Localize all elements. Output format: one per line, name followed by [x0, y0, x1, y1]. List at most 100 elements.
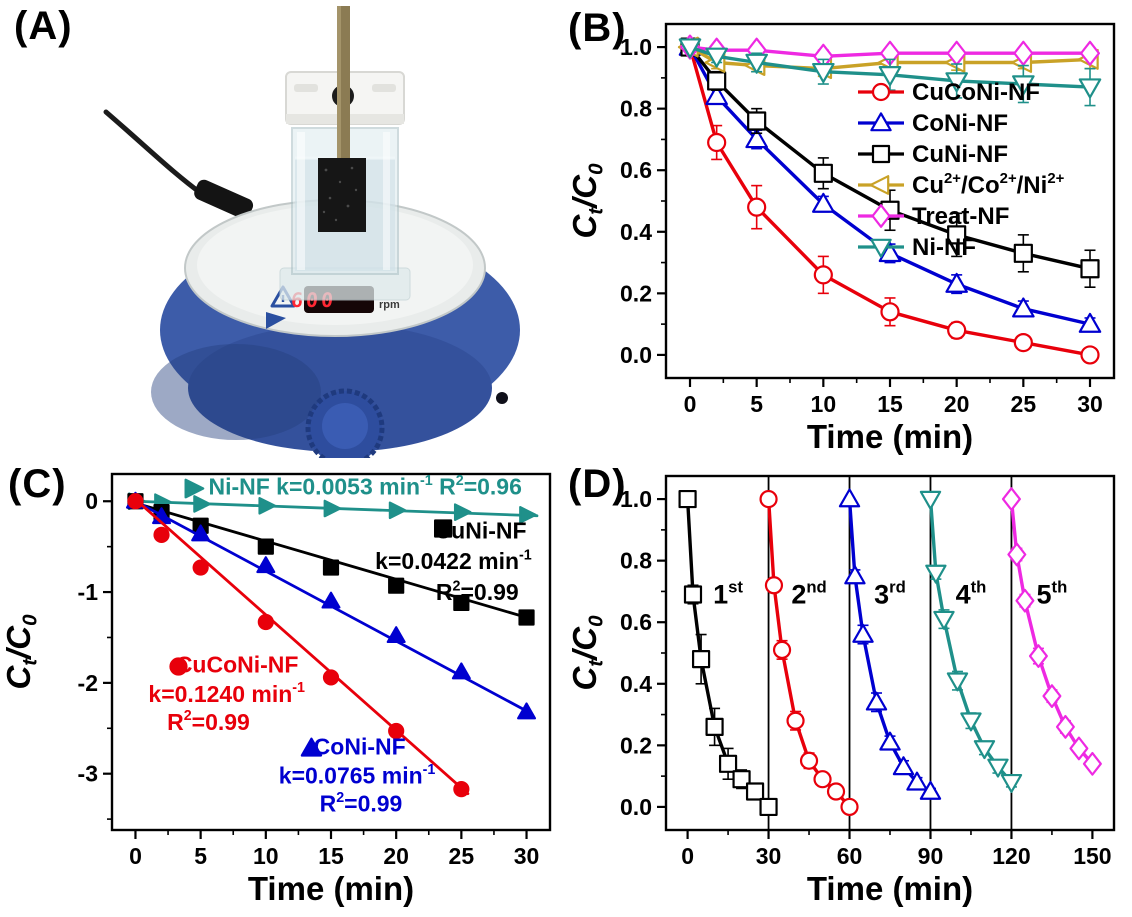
panel-c: (C) 0 5 10 15 20 25 30 0 -1 -2 -3 Time (min) Ct/C0 Ni… [0, 458, 566, 917]
apparatus-photo: 600 rpm [103, 6, 520, 458]
svg-text:30: 30 [1077, 391, 1103, 417]
svg-text:90: 90 [918, 843, 944, 869]
axes: 0 30 60 90 120 150 0.0 0.2 0.4 0.6 0.8 1.0 [620, 474, 1116, 869]
svg-text:CoNi-NF: CoNi-NF [314, 733, 406, 759]
cycle-label-1st: 1st [713, 577, 743, 609]
svg-text:0.2: 0.2 [620, 732, 652, 758]
svg-text:0: 0 [684, 391, 697, 417]
svg-text:1.0: 1.0 [620, 34, 652, 60]
svg-text:-3: -3 [78, 761, 98, 787]
svg-text:Time (min): Time (min) [807, 418, 973, 455]
svg-text:20: 20 [944, 391, 970, 417]
svg-text:0: 0 [129, 843, 142, 869]
svg-text:25: 25 [1011, 391, 1037, 417]
svg-text:20: 20 [383, 843, 409, 869]
svg-text:0.8: 0.8 [620, 548, 652, 574]
svg-text:25: 25 [449, 843, 475, 869]
svg-text:5: 5 [194, 843, 207, 869]
series-3rd [838, 488, 942, 800]
y-axis-title: Ct/C0 [566, 163, 608, 239]
panel-b: (B) 0 5 10 15 20 25 30 0.0 0.2 0.4 0.6 0.8 1.0 Time (… [566, 0, 1132, 458]
svg-text:15: 15 [877, 391, 903, 417]
panel-a: (A) 600 rpm [0, 0, 566, 458]
series-CuCoNi-NF [127, 493, 470, 798]
series-Ni-NF [678, 38, 1102, 107]
cycle-label-3rd: 3rd [874, 577, 906, 609]
y-axis-title: Ct/C0 [0, 614, 42, 690]
glass-highlight-right [383, 132, 390, 270]
svg-text:CoNi-NF: CoNi-NF [912, 110, 1008, 137]
cable-connector [194, 179, 254, 219]
power-port [496, 392, 508, 404]
panel-b-label: (B) [568, 6, 627, 50]
cycle-label-2nd: 2nd [791, 577, 826, 609]
svg-text:0: 0 [85, 488, 98, 514]
svg-text:-1: -1 [78, 579, 99, 605]
cycle-separators [767, 476, 1013, 830]
svg-text:Ni-NF: Ni-NF [912, 234, 976, 261]
svg-text:0.8: 0.8 [620, 96, 652, 122]
glass-highlight-left [297, 132, 305, 270]
chart-c-canvas: 0 5 10 15 20 25 30 0 -1 -2 -3 Time (min) Ct/C0 Ni-NF … [0, 472, 552, 907]
svg-text:Ct/C0: Ct/C0 [0, 614, 42, 690]
svg-text:0.2: 0.2 [620, 280, 652, 306]
svg-text:15: 15 [318, 843, 344, 869]
svg-text:Ni-NF k=0.0053 min-1 R2=0.96: Ni-NF k=0.0053 min-1 R2=0.96 [208, 473, 521, 500]
svg-text:CuNi-NF: CuNi-NF [912, 141, 1008, 168]
panel-d-label: (D) [568, 462, 627, 506]
svg-text:5th: 5th [1037, 577, 1068, 609]
svg-text:CuNi-NF: CuNi-NF [435, 517, 527, 543]
svg-text:Time (min): Time (min) [248, 870, 414, 907]
svg-text:2nd: 2nd [791, 577, 826, 609]
x-axis-title: Time (min) [248, 870, 414, 907]
svg-text:CuCoNi-NF: CuCoNi-NF [176, 652, 299, 678]
svg-text:R2=0.99: R2=0.99 [436, 578, 519, 605]
axes: 0 5 10 15 20 25 30 0 -1 -2 -3 [78, 472, 552, 869]
svg-text:k=0.0422 min-1: k=0.0422 min-1 [375, 547, 532, 574]
svg-text:0.0: 0.0 [620, 342, 652, 368]
svg-text:150: 150 [1073, 843, 1111, 869]
control-knob-cap [322, 403, 368, 449]
svg-text:10: 10 [253, 843, 279, 869]
stirrer-base-lower [188, 324, 492, 452]
svg-text:1.0: 1.0 [620, 486, 652, 512]
svg-text:120: 120 [992, 843, 1030, 869]
cycle-label-4th: 4th [956, 577, 987, 609]
svg-text:0.6: 0.6 [620, 609, 652, 635]
svg-text:0.6: 0.6 [620, 157, 652, 183]
svg-text:3rd: 3rd [874, 577, 906, 609]
holder-slot-right [372, 84, 396, 92]
svg-text:30: 30 [756, 843, 782, 869]
svg-text:10: 10 [811, 391, 837, 417]
series-CoNi-NF [125, 491, 537, 720]
panel-c-label: (C) [8, 462, 67, 506]
series-2nd [759, 489, 859, 817]
svg-text:60: 60 [837, 843, 863, 869]
panel-d: (D) 0 30 60 90 120 150 0.0 0.2 0.4 0.6 0.8 1.0 Time … [566, 458, 1132, 917]
x-axis-title: Time (min) [807, 418, 973, 455]
x-axis-title: Time (min) [807, 870, 973, 907]
svg-text:Treat-NF: Treat-NF [912, 203, 1009, 230]
svg-text:Time (min): Time (min) [807, 870, 973, 907]
legend: CuCoNi-NF CoNi-NF CuNi-NF Cu2+/Co2+/Ni2+ Tre… [858, 79, 1065, 261]
holder-slot-left [294, 84, 318, 92]
chart-d-canvas: 0 30 60 90 120 150 0.0 0.2 0.4 0.6 0.8 1.0 Time (min… [566, 474, 1116, 907]
play-icon [266, 312, 286, 329]
series-1st [678, 489, 778, 817]
svg-text:30: 30 [514, 843, 540, 869]
y-axis-title: Ct/C0 [566, 615, 608, 691]
svg-text:R2=0.99: R2=0.99 [167, 708, 250, 735]
svg-text:CuCoNi-NF: CuCoNi-NF [912, 79, 1040, 106]
annotations: Ni-NF k=0.0053 min-1 R2=0.96 CuNi-NF k=0.0… [148, 473, 531, 817]
svg-text:4th: 4th [956, 577, 987, 609]
svg-text:k=0.0765 min-1: k=0.0765 min-1 [279, 762, 436, 789]
svg-text:0.4: 0.4 [620, 219, 652, 245]
svg-text:0: 0 [681, 843, 694, 869]
svg-text:-2: -2 [78, 670, 98, 696]
stirrer-base-shadow [151, 344, 321, 440]
svg-text:1st: 1st [713, 577, 743, 609]
chart-b-canvas: 0 5 10 15 20 25 30 0.0 0.2 0.4 0.6 0.8 1.0 Time (min)… [566, 22, 1116, 455]
panel-a-label: (A) [14, 4, 73, 48]
foam-speckles [322, 166, 358, 222]
